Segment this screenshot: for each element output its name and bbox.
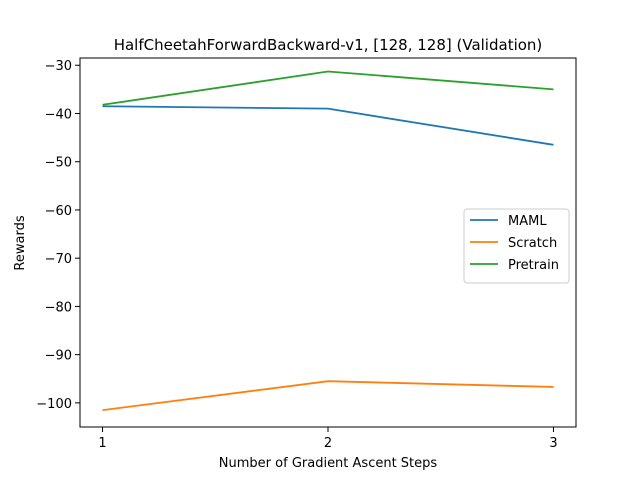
x-axis-label: Number of Gradient Ascent Steps <box>219 456 438 471</box>
legend: MAML Scratch Pretrain <box>463 208 570 284</box>
legend-label-pretrain: Pretrain <box>508 258 559 273</box>
y-tick-label: −100 <box>36 397 72 412</box>
y-tick-label: −30 <box>45 59 72 74</box>
series-line-pretrain <box>102 70 554 106</box>
y-tick-label: −80 <box>45 300 72 315</box>
series-line-scratch <box>102 380 554 412</box>
y-tick-label: −90 <box>45 349 72 364</box>
x-tick-label: 3 <box>549 436 557 451</box>
chart-title: HalfCheetahForwardBackward-v1, [128, 128… <box>114 36 543 54</box>
y-axis-label: Rewards <box>13 215 28 270</box>
y-tick-label: −60 <box>45 204 72 219</box>
legend-label-scratch: Scratch <box>508 236 557 251</box>
y-tick-label: −70 <box>45 252 72 267</box>
x-tick-label: 1 <box>98 436 106 451</box>
y-tick-label: −40 <box>45 107 72 122</box>
x-tick-label: 2 <box>324 436 332 451</box>
legend-label-maml: MAML <box>508 214 547 229</box>
series-line-maml <box>102 105 554 146</box>
y-tick-label: −50 <box>45 156 72 171</box>
